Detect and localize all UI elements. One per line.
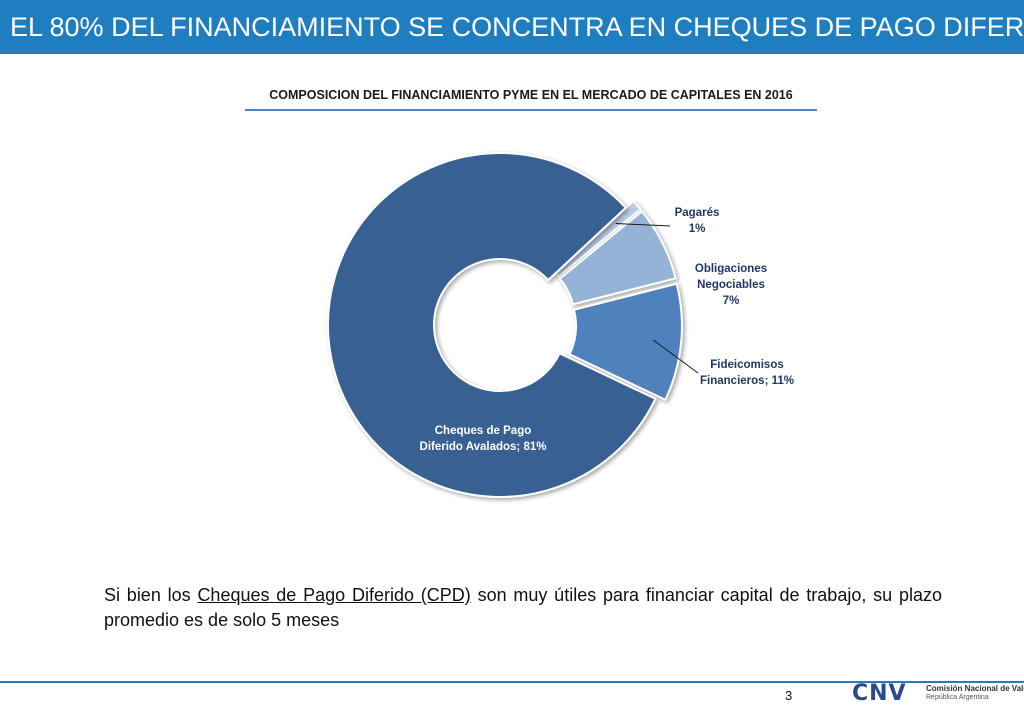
slice-fideicomisos-financieros xyxy=(568,282,683,402)
slide-title: EL 80% DEL FINANCIAMIENTO SE CONCENTRA E… xyxy=(0,0,1024,54)
cnv-logo-mark: CNV xyxy=(852,681,907,706)
cnv-logo-name: Comisión Nacional de Valores xyxy=(926,684,1024,693)
cpd-underlined-term: Cheques de Pago Diferido (CPD) xyxy=(197,585,471,605)
slice-cheques-de-pago-diferido-avalados xyxy=(327,152,657,498)
leader-line-2 xyxy=(652,339,699,374)
body-text-start: Si bien los xyxy=(104,585,198,605)
data-label-pagar-s: Pagarés 1% xyxy=(675,207,720,235)
chart-title-underline xyxy=(245,109,817,111)
cnv-logo-subtitle: República Argentina xyxy=(926,694,989,701)
slice-obligaciones-negociables xyxy=(558,209,677,306)
page-number: 3 xyxy=(785,688,793,703)
body-text-end: son muy útiles para financiar capital de… xyxy=(104,585,942,630)
data-label-cheques-de-pago-diferido-avalados: Cheques de Pago Diferido Avalados; 81% xyxy=(420,425,547,453)
footer-divider xyxy=(0,681,1024,683)
chart-title: COMPOSICION DEL FINANCIAMIENTO PYME EN E… xyxy=(269,88,793,102)
data-label-obligaciones-negociables: Obligaciones Negociables 7% xyxy=(695,263,767,307)
data-label-fideicomisos-financieros: Fideicomisos Financieros; 11% xyxy=(700,359,794,387)
body-paragraph: Si bien los Cheques de Pago Diferido (CP… xyxy=(104,583,942,633)
leader-line-0 xyxy=(615,223,671,227)
